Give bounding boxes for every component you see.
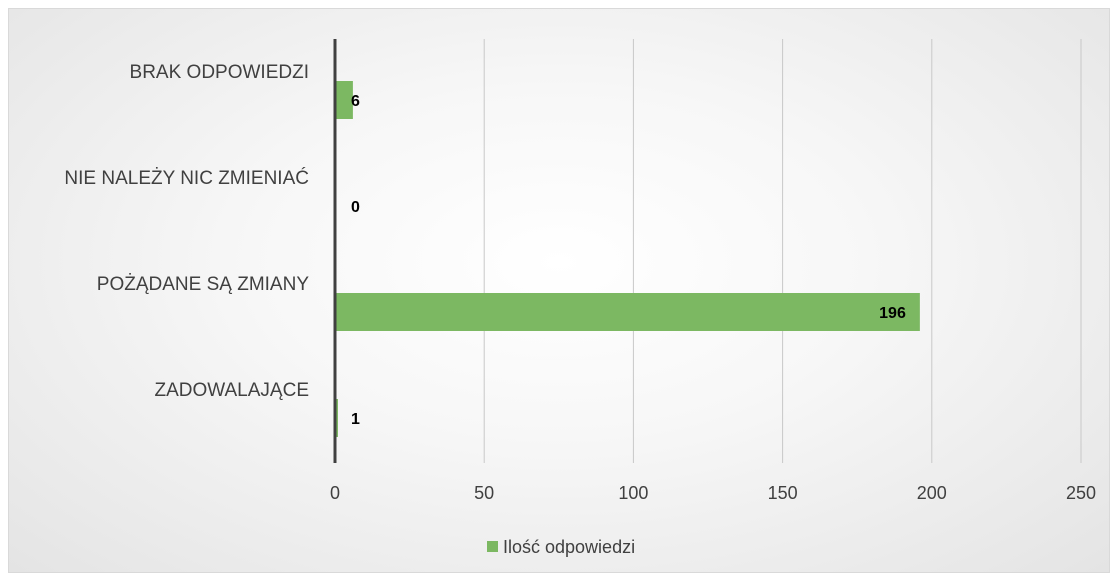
- gridlines: [483, 39, 1082, 463]
- x-tick-labels: 0 50 100 150 200 250: [330, 483, 1096, 503]
- bar-chart: BRAK ODPOWIEDZI NIE NALEŻY NIC ZMIENIAĆ PO…: [64, 39, 1096, 557]
- x-tick-label: 250: [1066, 483, 1096, 503]
- bars: [335, 81, 920, 437]
- category-label: POŻĄDANE SĄ ZMIANY: [97, 274, 310, 295]
- chart-area: BRAK ODPOWIEDZI NIE NALEŻY NIC ZMIENIAĆ PO…: [8, 8, 1110, 573]
- category-labels: BRAK ODPOWIEDZI NIE NALEŻY NIC ZMIENIAĆ PO…: [64, 62, 309, 401]
- data-label: 1: [351, 411, 360, 428]
- data-label: 196: [879, 305, 906, 322]
- x-tick-label: 200: [917, 483, 947, 503]
- legend: Ilość odpowiedzi: [487, 537, 635, 557]
- data-labels: 6 0 196 1: [351, 93, 906, 428]
- legend-swatch: [487, 541, 498, 552]
- category-label: ZADOWALAJĄCE: [155, 380, 310, 401]
- x-tick-label: 150: [768, 483, 798, 503]
- bar: [335, 293, 920, 331]
- category-label: BRAK ODPOWIEDZI: [130, 62, 309, 83]
- x-tick-label: 50: [474, 483, 494, 503]
- x-tick-label: 100: [618, 483, 648, 503]
- legend-label: Ilość odpowiedzi: [503, 537, 635, 557]
- data-label: 6: [351, 93, 360, 110]
- bar: [335, 81, 353, 119]
- data-label: 0: [351, 199, 360, 216]
- x-tick-label: 0: [330, 483, 340, 503]
- category-label: NIE NALEŻY NIC ZMIENIAĆ: [64, 167, 309, 189]
